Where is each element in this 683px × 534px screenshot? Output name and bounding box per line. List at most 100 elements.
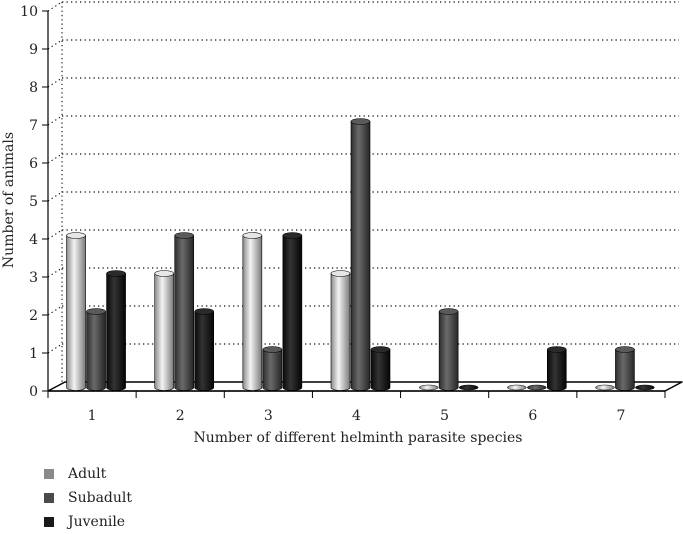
bar-juvenile-7 [635, 384, 655, 391]
x-tick-label-5: 5 [440, 408, 449, 424]
bar-top [106, 270, 126, 277]
bar-adult-4 [330, 270, 351, 391]
bar-subadult-2 [174, 232, 195, 391]
legend: Adult Subadult Juvenile [44, 462, 132, 534]
bar-zero-disk [635, 384, 655, 391]
bar-zero-disk [595, 384, 615, 391]
bar-adult-1 [66, 232, 86, 391]
bar-zero-disk [527, 384, 547, 391]
bar-zero-disk [418, 384, 439, 391]
bar-body [154, 273, 175, 391]
bar-body [438, 311, 459, 391]
legend-label-subadult: Subadult [68, 490, 132, 506]
bar-top [546, 346, 567, 353]
legend-item-subadult: Subadult [44, 486, 132, 510]
gridline-connector-9 [47, 39, 63, 50]
bar-body [330, 273, 351, 391]
x-tick-label-4: 4 [352, 408, 361, 424]
gridline-connector-7 [47, 115, 63, 126]
legend-label-juvenile: Juvenile [68, 514, 126, 530]
legend-swatch-adult [44, 469, 54, 479]
gridline-connector-1 [47, 343, 63, 354]
bar-juvenile-3 [282, 232, 303, 391]
bar-adult-6 [507, 384, 527, 391]
bars [66, 118, 655, 391]
bar-body [66, 235, 86, 391]
bar-body [242, 235, 263, 391]
bar-subadult-3 [262, 346, 283, 391]
legend-label-adult: Adult [68, 466, 107, 482]
y-tick-label-6: 6 [29, 156, 38, 172]
bar-top [194, 308, 215, 315]
y-tick-label-1: 1 [29, 346, 38, 362]
gridline-connector-8 [47, 77, 63, 88]
legend-swatch-subadult [44, 493, 54, 503]
legend-swatch-juvenile [44, 517, 54, 527]
gridline-connector-3 [47, 267, 63, 278]
bar-adult-7 [595, 384, 615, 391]
bar-subadult-1 [86, 308, 106, 391]
y-tick-label-2: 2 [29, 308, 38, 324]
bar-juvenile-2 [194, 308, 215, 391]
bar-body [194, 311, 215, 391]
x-tick-label-1: 1 [88, 408, 97, 424]
bar-top [330, 270, 351, 277]
bar-body [106, 273, 126, 391]
bar-body [174, 235, 195, 391]
x-tick-label-3: 3 [264, 408, 273, 424]
bar-top [262, 346, 283, 353]
bar-top [154, 270, 175, 277]
gridlines [47, 1, 679, 382]
bar-body [262, 349, 283, 391]
bar-body [86, 311, 106, 391]
bar-zero-disk [507, 384, 527, 391]
bar-subadult-7 [615, 346, 635, 391]
bar-zero-disk [458, 384, 479, 391]
bar-top [370, 346, 391, 353]
bar-top [438, 308, 459, 315]
y-tick-label-10: 10 [20, 4, 38, 20]
bar-top [174, 232, 195, 239]
bar-adult-3 [242, 232, 263, 391]
gridline-connector-6 [47, 153, 63, 164]
y-tick-label-5: 5 [29, 194, 38, 210]
x-tick-label-7: 7 [616, 408, 625, 424]
gridline-connector-4 [47, 229, 63, 240]
bar-top [66, 232, 86, 239]
bar-juvenile-6 [546, 346, 567, 391]
bar-juvenile-4 [370, 346, 391, 391]
y-axis-title: Number of animals [1, 132, 17, 268]
y-tick-label-3: 3 [29, 270, 38, 286]
gridline-connector-10 [47, 1, 63, 12]
x-tick-label-2: 2 [176, 408, 185, 424]
bar-body [370, 349, 391, 391]
bar-top [86, 308, 106, 315]
bar-subadult-5 [438, 308, 459, 391]
legend-item-adult: Adult [44, 462, 132, 486]
bar-subadult-6 [527, 384, 547, 391]
bar-top [350, 118, 371, 125]
bar-juvenile-1 [106, 270, 126, 391]
gridline-connector-5 [47, 191, 63, 202]
axes: 0 1 2 3 4 5 6 7 8 9 10 1 2 3 4 5 6 7 [20, 4, 666, 424]
bar-body [350, 121, 371, 391]
bar-body [282, 235, 303, 391]
bar-adult-2 [154, 270, 175, 391]
x-tick-label-6: 6 [528, 408, 537, 424]
bar-juvenile-5 [458, 384, 479, 391]
y-tick-label-0: 0 [29, 384, 38, 400]
bar-body [546, 349, 567, 391]
y-tick-label-8: 8 [29, 80, 38, 96]
legend-item-juvenile: Juvenile [44, 510, 132, 534]
y-tick-label-7: 7 [29, 118, 38, 134]
y-tick-label-4: 4 [29, 232, 38, 248]
bar-adult-5 [418, 384, 439, 391]
bar-top [242, 232, 263, 239]
y-tick-label-9: 9 [29, 42, 38, 58]
bar-subadult-4 [350, 118, 371, 391]
bar-top [282, 232, 303, 239]
bar-body [615, 349, 635, 391]
gridline-connector-2 [47, 305, 63, 316]
bar-top [615, 346, 635, 353]
